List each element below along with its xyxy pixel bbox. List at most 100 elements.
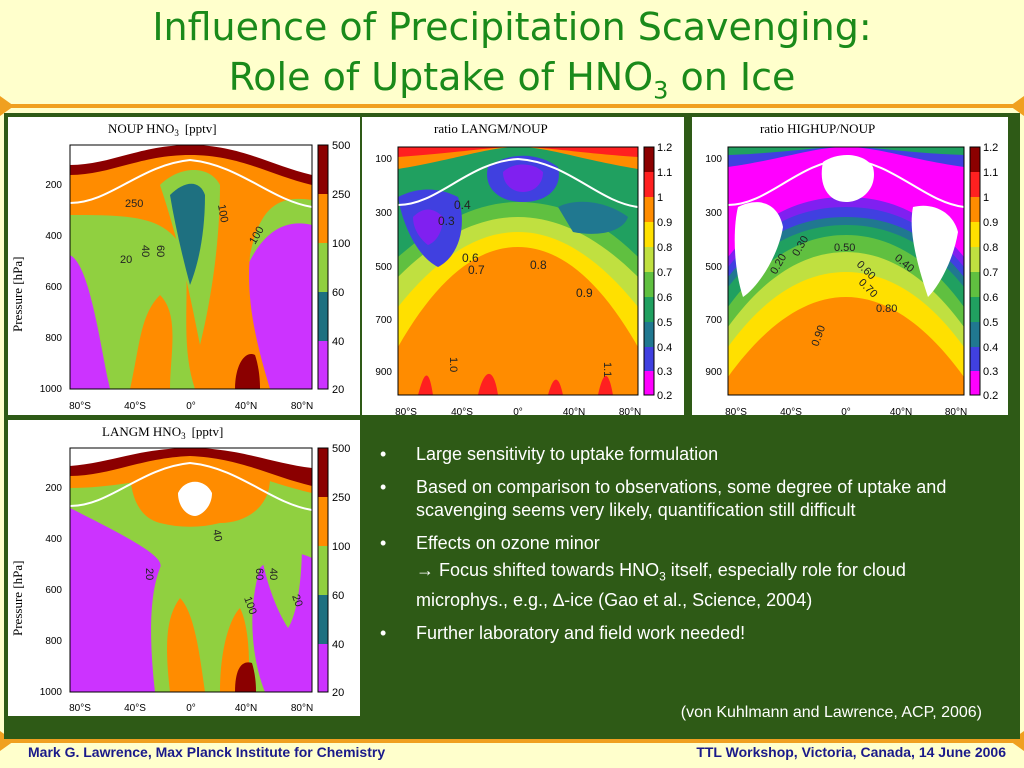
langm-contour-label: 40 <box>210 528 224 542</box>
ratio-highup-contour-label: 0.50 <box>834 242 855 254</box>
ratio-langm-yticks: 100 300 500 700 900 <box>375 154 392 378</box>
ytick: 1000 <box>40 384 63 395</box>
noup-contour-plot: NOUP HNO3 [pptv] 250 100 100 60 40 20 Pre… <box>10 121 350 412</box>
langm-yticks: 200 400 600 800 1000 <box>40 483 63 698</box>
ytick: 500 <box>705 262 722 273</box>
ytick: 600 <box>45 282 62 293</box>
colorbar-tick: 0.2 <box>657 390 672 402</box>
bullet-symbol: • <box>380 622 387 643</box>
langm-colorbar-ticks: 500 250 100 60 40 20 <box>332 443 350 699</box>
colorbar-tick: 1 <box>657 192 663 204</box>
ytick: 300 <box>705 208 722 219</box>
colorbar-tick: 0.3 <box>657 366 672 378</box>
colorbar-tick: 40 <box>332 336 344 348</box>
citation: (von Kuhlmann and Lawrence, ACP, 2006) <box>680 704 982 721</box>
footer-right: TTL Workshop, Victoria, Canada, 14 June … <box>696 744 1006 760</box>
colorbar-tick: 60 <box>332 287 344 299</box>
bullet-symbol: • <box>380 477 387 497</box>
top-divider <box>10 104 1014 108</box>
ytick: 700 <box>705 315 722 326</box>
ytick: 1000 <box>40 687 63 698</box>
xtick: 80°S <box>69 703 91 714</box>
colorbar-tick: 1.2 <box>657 142 672 154</box>
xtick: 40°S <box>124 401 146 412</box>
colorbar-tick: 500 <box>332 443 350 455</box>
ytick: 600 <box>45 585 62 596</box>
colorbar-tick: 0.7 <box>657 267 672 279</box>
xtick: 0° <box>186 401 196 412</box>
ytick: 300 <box>375 208 392 219</box>
summary-bullets: • Large sensitivity to uptake formulation… <box>378 443 988 655</box>
colorbar-tick: 0.4 <box>983 342 998 354</box>
top-divider-left-arrow <box>0 96 14 116</box>
ytick: 900 <box>375 367 392 378</box>
xtick: 80°N <box>619 407 641 415</box>
colorbar-tick: 0.9 <box>657 217 672 229</box>
ratio-langm-title: ratio LANGM/NOUP <box>434 121 548 136</box>
ratio-langm-contour-label: 1.1 <box>601 362 613 377</box>
colorbar-tick: 0.8 <box>983 242 998 254</box>
ytick: 500 <box>375 262 392 273</box>
colorbar-tick: 0.8 <box>657 242 672 254</box>
xtick: 0° <box>513 407 523 415</box>
colorbar-tick: 0.4 <box>657 342 672 354</box>
bullet-item: • Effects on ozone minor <box>380 533 600 553</box>
xtick: 40°S <box>124 703 146 714</box>
langm-ylabel: Pressure [hPa] <box>10 561 25 636</box>
panel-langm-hno3: LANGM HNO3 [pptv] 40 20 60 40 100 20 Pres… <box>8 420 360 716</box>
langm-contour-label: 60 <box>253 568 265 580</box>
colorbar-tick: 20 <box>332 687 344 699</box>
langm-contour-plot: LANGM HNO3 [pptv] 40 20 60 40 100 20 Pres… <box>10 424 350 714</box>
colorbar-tick: 0.9 <box>983 217 998 229</box>
xtick: 0° <box>841 407 851 415</box>
ratio-langm-contour-plot: ratio LANGM/NOUP 0.4 0.3 0.6 0.7 0.8 0.9… <box>375 121 672 415</box>
colorbar-tick: 250 <box>332 492 350 504</box>
colorbar-tick: 1.1 <box>657 167 672 179</box>
ytick: 400 <box>45 231 62 242</box>
slide-title: Influence of Precipitation Scavenging: R… <box>0 2 1024 116</box>
colorbar-tick: 0.3 <box>983 366 998 378</box>
ratio-highup-contour-plot: ratio HIGHUP/NOUP 0.50 0.60 0.40 0.70 0.… <box>705 121 998 415</box>
panel-ratio-langm-noup: ratio LANGM/NOUP 0.4 0.3 0.6 0.7 0.8 0.9… <box>362 117 684 415</box>
langm-contour-label: 100 <box>241 595 259 616</box>
xtick: 40°N <box>890 407 912 415</box>
bullet-item: • Based on comparison to observations, so… <box>380 477 947 520</box>
langm-colorbar <box>317 447 329 693</box>
colorbar-tick: 0.7 <box>983 267 998 279</box>
ratio-highup-contour-label: 0.80 <box>876 303 897 315</box>
ytick: 800 <box>45 636 62 647</box>
noup-contour-label: 250 <box>125 198 143 210</box>
arrow-icon: → <box>416 560 434 580</box>
ratio-langm-contour-label: 0.7 <box>468 263 485 277</box>
bullet-symbol: • <box>380 533 387 553</box>
bottom-divider <box>10 739 1014 743</box>
bullet-symbol: • <box>380 444 387 464</box>
langm-xticks: 80°S 40°S 0° 40°N 80°N <box>69 703 313 714</box>
panel-noup-hno3: NOUP HNO3 [pptv] 250 100 100 60 40 20 Pre… <box>8 117 360 415</box>
sub-bullet: → Focus shifted towards HNO3 itself, esp… <box>416 560 906 610</box>
xtick: 40°N <box>235 703 257 714</box>
ratio-highup-xticks: 80°S 40°S 0° 40°N 80°N <box>725 407 967 415</box>
colorbar-tick: 1.2 <box>983 142 998 154</box>
colorbar-tick: 100 <box>332 541 350 553</box>
xtick: 80°S <box>69 401 91 412</box>
colorbar-tick: 0.6 <box>983 292 998 304</box>
ytick: 700 <box>375 315 392 326</box>
xtick: 40°N <box>235 401 257 412</box>
noup-ylabel: Pressure [hPa] <box>10 257 25 332</box>
panel-ratio-highup-noup: ratio HIGHUP/NOUP 0.50 0.60 0.40 0.70 0.… <box>692 117 1008 415</box>
noup-yticks: 200 400 600 800 1000 <box>40 180 63 395</box>
langm-contour-label: 20 <box>289 593 304 609</box>
ratio-langm-contour-label: 0.3 <box>438 214 455 228</box>
noup-colorbar-ticks: 500 250 100 60 40 20 <box>332 140 350 396</box>
langm-contour-label: 20 <box>143 568 155 580</box>
colorbar-tick: 0.2 <box>983 390 998 402</box>
noup-contour-label: 100 <box>215 203 230 223</box>
noup-colorbar <box>317 144 329 390</box>
ratio-langm-colorbar-ticks: 1.2 1.1 1 0.9 0.8 0.7 0.6 0.5 0.4 0.3 0.… <box>657 142 672 402</box>
delta-icon: ∆ <box>553 589 565 610</box>
xtick: 80°N <box>291 401 313 412</box>
colorbar-tick: 0.6 <box>657 292 672 304</box>
xtick: 40°S <box>451 407 473 415</box>
footer-left: Mark G. Lawrence, Max Planck Institute f… <box>28 744 386 760</box>
